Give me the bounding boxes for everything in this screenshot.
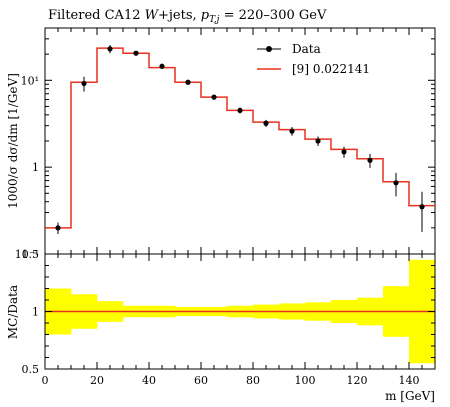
y-tick-label: 1 xyxy=(32,161,39,174)
data-point xyxy=(341,149,347,155)
data-point xyxy=(107,46,113,52)
main-y-tick-labels: 10⁻¹ 1 10¹ xyxy=(15,74,39,261)
data-point xyxy=(315,138,321,144)
data-point xyxy=(133,50,139,56)
data-point xyxy=(237,107,243,114)
ratio-y-axis-label: MC/Data xyxy=(6,285,20,339)
x-tick-label: 20 xyxy=(90,374,104,387)
data-points xyxy=(55,44,425,234)
x-tick-label: 120 xyxy=(347,374,368,387)
legend-data-label: Data xyxy=(292,42,321,56)
mc-step-line xyxy=(45,47,435,229)
main-y-axis-label: 1000/σ dσ/dm [1/GeV] xyxy=(6,73,20,209)
chart-title: Filtered CA12 W+jets, pT,j = 220–300 GeV xyxy=(48,8,327,25)
ratio-y-tick-labels: 0.5 1 1.5 xyxy=(22,248,40,376)
x-tick-label: 40 xyxy=(142,374,156,387)
y-tick-label: 10⁻¹ xyxy=(15,248,39,261)
data-point xyxy=(159,63,165,69)
data-point xyxy=(289,128,295,134)
data-point xyxy=(81,80,87,87)
ratio-y-tick-label: 1 xyxy=(32,306,39,319)
legend-data-marker xyxy=(266,46,272,52)
data-point xyxy=(185,79,191,85)
x-tick-label: 100 xyxy=(295,374,316,387)
main-plot-frame xyxy=(44,27,436,255)
ratio-y-tick-label: 1.5 xyxy=(22,248,40,261)
x-tick-label: 0 xyxy=(42,374,49,387)
data-point xyxy=(393,180,399,186)
data-point xyxy=(55,225,61,231)
data-point xyxy=(367,157,373,163)
legend: Data [9] 0.022141 xyxy=(257,42,370,76)
x-tick-labels: 0 20 40 60 80 100 120 140 xyxy=(42,374,420,387)
x-tick-label: 60 xyxy=(194,374,208,387)
main-axis-ticks xyxy=(44,27,436,255)
ratio-axis-ticks xyxy=(44,253,436,370)
main-panel: 10⁻¹ 1 10¹ 1000/σ dσ/dm [1/GeV] Data [9] 0… xyxy=(6,27,436,261)
x-tick-label: 140 xyxy=(399,374,420,387)
ratio-y-tick-label: 0.5 xyxy=(22,363,40,376)
data-point xyxy=(263,120,269,126)
y-tick-label: 10¹ xyxy=(21,74,39,87)
x-tick-label: 80 xyxy=(246,374,260,387)
data-point xyxy=(419,204,425,210)
mc-histogram xyxy=(45,47,435,229)
x-axis-label: m [GeV] xyxy=(385,389,435,403)
data-point xyxy=(211,94,217,100)
legend-mc-label: [9] 0.022141 xyxy=(292,62,370,76)
ratio-panel: 0.5 1 1.5 0 20 40 60 80 100 120 140 MC/Data m [Ge… xyxy=(6,248,436,403)
